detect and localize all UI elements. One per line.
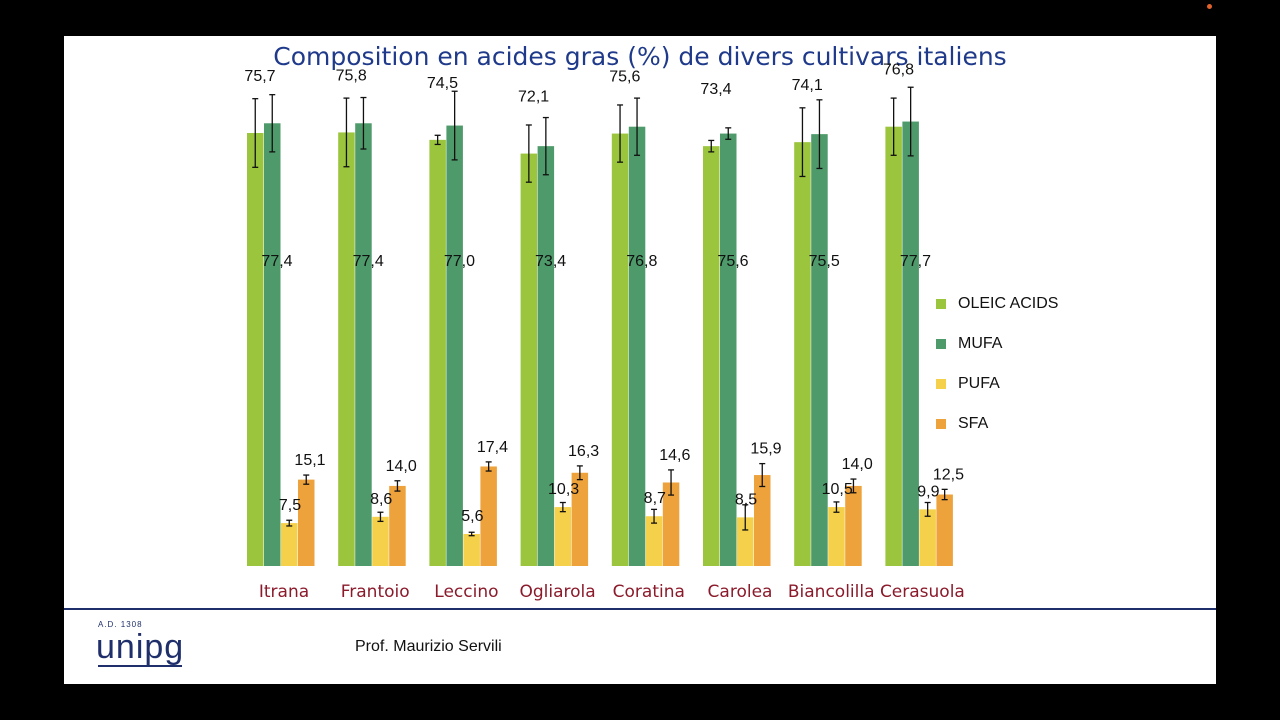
legend-label: MUFA — [958, 335, 1003, 352]
data-label-oleic: 75,8 — [336, 67, 367, 84]
data-label-pufa: 8,6 — [370, 491, 392, 508]
legend-swatch — [936, 339, 946, 349]
bar-mufa — [355, 123, 372, 566]
bar-pufa — [828, 507, 845, 566]
data-label-oleic: 75,7 — [244, 68, 275, 85]
data-label-pufa: 8,7 — [644, 490, 666, 507]
legend-label: OLEIC ACIDS — [958, 295, 1059, 312]
legend-item-oleic: OLEIC ACIDS — [936, 284, 1058, 324]
category-label: Leccino — [434, 582, 498, 602]
legend-item-pufa: PUFA — [936, 364, 1058, 404]
data-label-mufa: 73,4 — [535, 253, 566, 270]
bar-sfa — [936, 494, 953, 566]
logo-underline — [98, 665, 182, 667]
bar-oleic — [429, 139, 446, 567]
data-label-oleic: 75,6 — [609, 69, 640, 86]
slide-title: Composition en acides gras (%) de divers… — [273, 42, 1007, 71]
data-label-sfa: 15,1 — [294, 452, 325, 469]
bar-pufa — [737, 517, 754, 566]
bar-mufa — [264, 123, 281, 566]
legend-swatch — [936, 419, 946, 429]
legend-swatch — [936, 379, 946, 389]
legend-swatch — [936, 299, 946, 309]
data-label-pufa: 7,5 — [279, 497, 301, 514]
recording-indicator-dot — [1207, 4, 1212, 9]
category-label: Frantoio — [341, 582, 410, 602]
data-label-oleic: 76,8 — [883, 62, 914, 79]
data-label-sfa: 14,0 — [842, 456, 873, 473]
legend-label: SFA — [958, 415, 989, 432]
data-label-mufa: 77,4 — [353, 253, 384, 270]
bar-mufa — [628, 126, 646, 566]
bar-sfa — [845, 485, 862, 566]
bar-oleic — [338, 132, 355, 566]
data-label-pufa: 5,6 — [461, 508, 483, 525]
category-label: Carolea — [708, 582, 773, 602]
data-label-sfa: 17,4 — [477, 439, 508, 456]
logo-wordmark: unipg — [96, 628, 185, 666]
bar-chart: 75,7 75,8 74,5 72,1 75,6 73,4 74,1 76,8 77,4 77,4… — [244, 62, 965, 602]
data-label-mufa: 77,0 — [444, 253, 475, 270]
data-label-sfa: 15,9 — [750, 441, 781, 458]
category-label: Ogliarola — [519, 582, 595, 602]
bar-oleic — [885, 126, 902, 566]
bar-sfa — [754, 475, 771, 566]
bar-oleic — [703, 146, 720, 566]
data-label-oleic: 73,4 — [700, 81, 731, 98]
bar-sfa — [662, 482, 680, 566]
data-label-mufa: 77,4 — [261, 253, 292, 270]
bar-pufa — [645, 516, 663, 566]
category-label: Cerasuola — [880, 582, 965, 602]
bar-pufa — [281, 523, 298, 566]
data-label-sfa: 14,0 — [386, 458, 417, 475]
data-label-oleic: 74,1 — [792, 77, 823, 94]
bar-mufa — [537, 146, 555, 566]
bar-mufa — [446, 125, 463, 566]
data-label-pufa: 10,3 — [548, 481, 579, 498]
legend-label: PUFA — [958, 375, 1000, 392]
logo-year: A.D. 1308 — [98, 620, 143, 629]
unipg-logo: A.D. 1308 unipg — [96, 620, 196, 667]
data-label-mufa: 76,8 — [626, 253, 657, 270]
category-label: Itrana — [259, 582, 309, 602]
legend-item-sfa: SFA — [936, 404, 1058, 444]
data-label-pufa: 9,9 — [917, 483, 939, 500]
legend-item-mufa: MUFA — [936, 324, 1058, 364]
data-label-mufa: 75,5 — [809, 253, 840, 270]
footer-divider — [64, 608, 1216, 610]
bar-pufa — [919, 509, 936, 566]
bar-sfa — [571, 472, 589, 566]
data-label-sfa: 16,3 — [568, 443, 599, 460]
bar-sfa — [389, 485, 406, 566]
data-label-sfa: 12,5 — [933, 466, 964, 483]
bar-pufa — [372, 516, 389, 566]
chart-legend: OLEIC ACIDS MUFA PUFA SFA — [936, 284, 1058, 444]
bar-sfa — [298, 479, 315, 566]
data-label-pufa: 8,5 — [735, 491, 757, 508]
slide: Composition en acides gras (%) de divers… — [64, 36, 1216, 684]
category-label: Biancolilla — [788, 582, 875, 602]
bar-oleic — [520, 153, 538, 566]
bar-sfa — [480, 466, 497, 566]
presenter-name: Prof. Maurizio Servili — [355, 638, 502, 655]
bar-pufa — [463, 533, 480, 566]
data-label-oleic: 74,5 — [427, 75, 458, 92]
data-label-pufa: 10,5 — [822, 481, 853, 498]
data-label-sfa: 14,6 — [659, 447, 690, 464]
bar-oleic — [794, 142, 811, 566]
data-label-oleic: 72,1 — [518, 89, 549, 106]
bar-mufa — [811, 134, 828, 566]
data-label-mufa: 77,7 — [900, 253, 931, 270]
data-label-mufa: 75,6 — [717, 253, 748, 270]
bar-mufa — [902, 121, 919, 566]
bar-oleic — [247, 132, 264, 566]
bar-mufa — [720, 133, 737, 566]
category-label: Coratina — [613, 582, 685, 602]
bar-oleic — [611, 133, 629, 566]
bar-pufa — [554, 507, 572, 566]
